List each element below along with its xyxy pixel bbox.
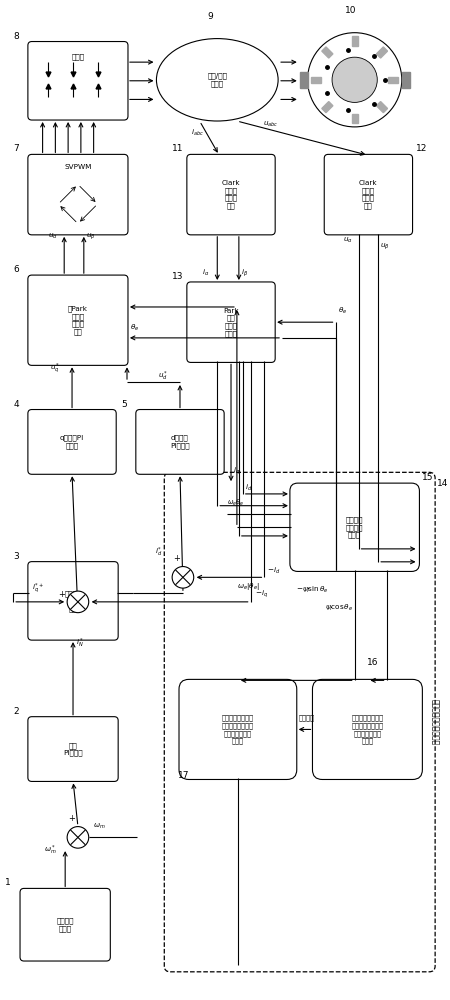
Text: 最大转矩
电流比
控制: 最大转矩 电流比 控制 <box>64 590 82 612</box>
Text: d轴电流
PI控制器: d轴电流 PI控制器 <box>170 435 190 449</box>
FancyBboxPatch shape <box>28 154 128 235</box>
Text: $i_\beta$: $i_\beta$ <box>241 268 248 279</box>
Text: $u_\beta$: $u_\beta$ <box>86 231 95 242</box>
Bar <box>376 102 387 113</box>
Text: $i_\alpha$: $i_\alpha$ <box>202 268 209 278</box>
Text: 16: 16 <box>367 658 379 667</box>
Text: $-i_q$: $-i_q$ <box>255 589 268 600</box>
Text: 主要扰动: 主要扰动 <box>299 715 315 721</box>
FancyBboxPatch shape <box>290 483 419 571</box>
Text: 13: 13 <box>172 272 184 281</box>
Text: +: + <box>68 814 76 823</box>
Text: $\omega_m$: $\omega_m$ <box>93 822 105 831</box>
Text: 带补偿机制的定观
测器系数四阶线性
扩张状态观测器
锁相环: 带补偿机制的定观 测器系数四阶线性 扩张状态观测器 锁相环 <box>351 715 383 744</box>
Text: $i_q$: $i_q$ <box>233 465 240 477</box>
Text: 4: 4 <box>13 400 19 409</box>
FancyBboxPatch shape <box>324 154 413 235</box>
Text: 6: 6 <box>13 265 19 274</box>
Text: 15: 15 <box>423 473 434 482</box>
Text: +: + <box>174 554 180 563</box>
Text: 5: 5 <box>121 400 127 409</box>
Text: 逆变器: 逆变器 <box>72 53 85 60</box>
Text: $u_d^*$: $u_d^*$ <box>158 369 169 383</box>
FancyBboxPatch shape <box>312 679 423 779</box>
Text: $i_N^*$: $i_N^*$ <box>76 636 84 650</box>
Text: Clark
电流坐
标变换
模块: Clark 电流坐 标变换 模块 <box>222 180 240 209</box>
FancyBboxPatch shape <box>28 562 118 640</box>
Circle shape <box>332 57 377 102</box>
Text: $u_q^*$: $u_q^*$ <box>50 361 61 376</box>
Text: $\omega_m^*$: $\omega_m^*$ <box>44 843 56 857</box>
Text: 无位置传感器控制算法: 无位置传感器控制算法 <box>431 699 440 745</box>
Text: +: + <box>58 590 65 599</box>
Text: $\theta_e$: $\theta_e$ <box>130 323 139 333</box>
Text: 带补偿机制的变观
测器系数图阶线性
扩张状态观测器
锁相环: 带补偿机制的变观 测器系数图阶线性 扩张状态观测器 锁相环 <box>222 715 254 744</box>
Ellipse shape <box>157 39 278 121</box>
Text: SVPWM: SVPWM <box>64 164 92 170</box>
Text: $u_\alpha$: $u_\alpha$ <box>343 236 353 245</box>
FancyBboxPatch shape <box>28 717 118 781</box>
Text: 1: 1 <box>5 878 11 887</box>
Text: $\theta_e$: $\theta_e$ <box>338 305 348 316</box>
Text: $\psi_f\!\cos\theta_e$: $\psi_f\!\cos\theta_e$ <box>325 603 354 613</box>
Text: Park
电流
坐标变
换模块: Park 电流 坐标变 换模块 <box>223 308 239 337</box>
FancyBboxPatch shape <box>20 888 110 961</box>
Circle shape <box>172 567 194 588</box>
Text: $u_{abc}$: $u_{abc}$ <box>263 120 279 129</box>
Text: 参考转速
发生器: 参考转速 发生器 <box>56 918 74 932</box>
Text: $u_\beta$: $u_\beta$ <box>380 241 390 252</box>
Text: 基于永磁
链分量的
观测器: 基于永磁 链分量的 观测器 <box>346 516 364 538</box>
Text: 电压/电流
传感器: 电压/电流 传感器 <box>207 73 227 87</box>
Text: Clark
电压坐
标变换
模块: Clark 电压坐 标变换 模块 <box>359 180 378 209</box>
Bar <box>376 47 387 58</box>
Circle shape <box>67 591 89 613</box>
Text: $\omega_e\theta_e$: $\omega_e\theta_e$ <box>227 498 244 508</box>
FancyBboxPatch shape <box>28 42 128 120</box>
Text: $u_\alpha$: $u_\alpha$ <box>49 232 58 241</box>
Text: 11: 11 <box>172 144 184 153</box>
Text: $\omega_e|\theta_e|$: $\omega_e|\theta_e|$ <box>237 581 260 592</box>
Bar <box>322 47 333 58</box>
Text: 10: 10 <box>345 6 356 15</box>
FancyBboxPatch shape <box>28 275 128 365</box>
Text: 8: 8 <box>13 32 19 41</box>
Text: 3: 3 <box>13 552 19 561</box>
Bar <box>322 102 333 113</box>
Text: $-i_d$: $-i_d$ <box>267 565 281 576</box>
Text: 14: 14 <box>437 479 449 488</box>
Text: 7: 7 <box>13 144 19 153</box>
Bar <box>388 77 398 83</box>
Text: $i_q^{*+}$: $i_q^{*+}$ <box>32 581 44 596</box>
FancyBboxPatch shape <box>136 410 224 474</box>
FancyBboxPatch shape <box>187 154 275 235</box>
Text: $i_{abc}$: $i_{abc}$ <box>191 128 204 138</box>
Text: 反Park
电压坐
标变换
模块: 反Park 电压坐 标变换 模块 <box>68 306 88 335</box>
Bar <box>300 72 307 88</box>
Circle shape <box>307 33 402 127</box>
Text: 12: 12 <box>415 144 427 153</box>
Text: $i_d$: $i_d$ <box>245 483 252 493</box>
Bar <box>352 114 358 123</box>
Bar <box>402 72 410 88</box>
Text: 转速
PI控制器: 转速 PI控制器 <box>63 742 83 756</box>
Text: 9: 9 <box>207 12 213 21</box>
Bar <box>352 36 358 46</box>
Bar <box>311 77 321 83</box>
FancyBboxPatch shape <box>187 282 275 362</box>
Text: $i_d^{*}$: $i_d^{*}$ <box>155 546 162 559</box>
Text: 17: 17 <box>178 771 189 780</box>
FancyBboxPatch shape <box>179 679 297 779</box>
Text: $-\psi_f\!\sin\theta_e$: $-\psi_f\!\sin\theta_e$ <box>296 585 328 595</box>
Text: q轴电流PI
控制器: q轴电流PI 控制器 <box>60 435 84 449</box>
FancyBboxPatch shape <box>28 410 116 474</box>
Circle shape <box>67 827 89 848</box>
Text: 2: 2 <box>13 707 19 716</box>
